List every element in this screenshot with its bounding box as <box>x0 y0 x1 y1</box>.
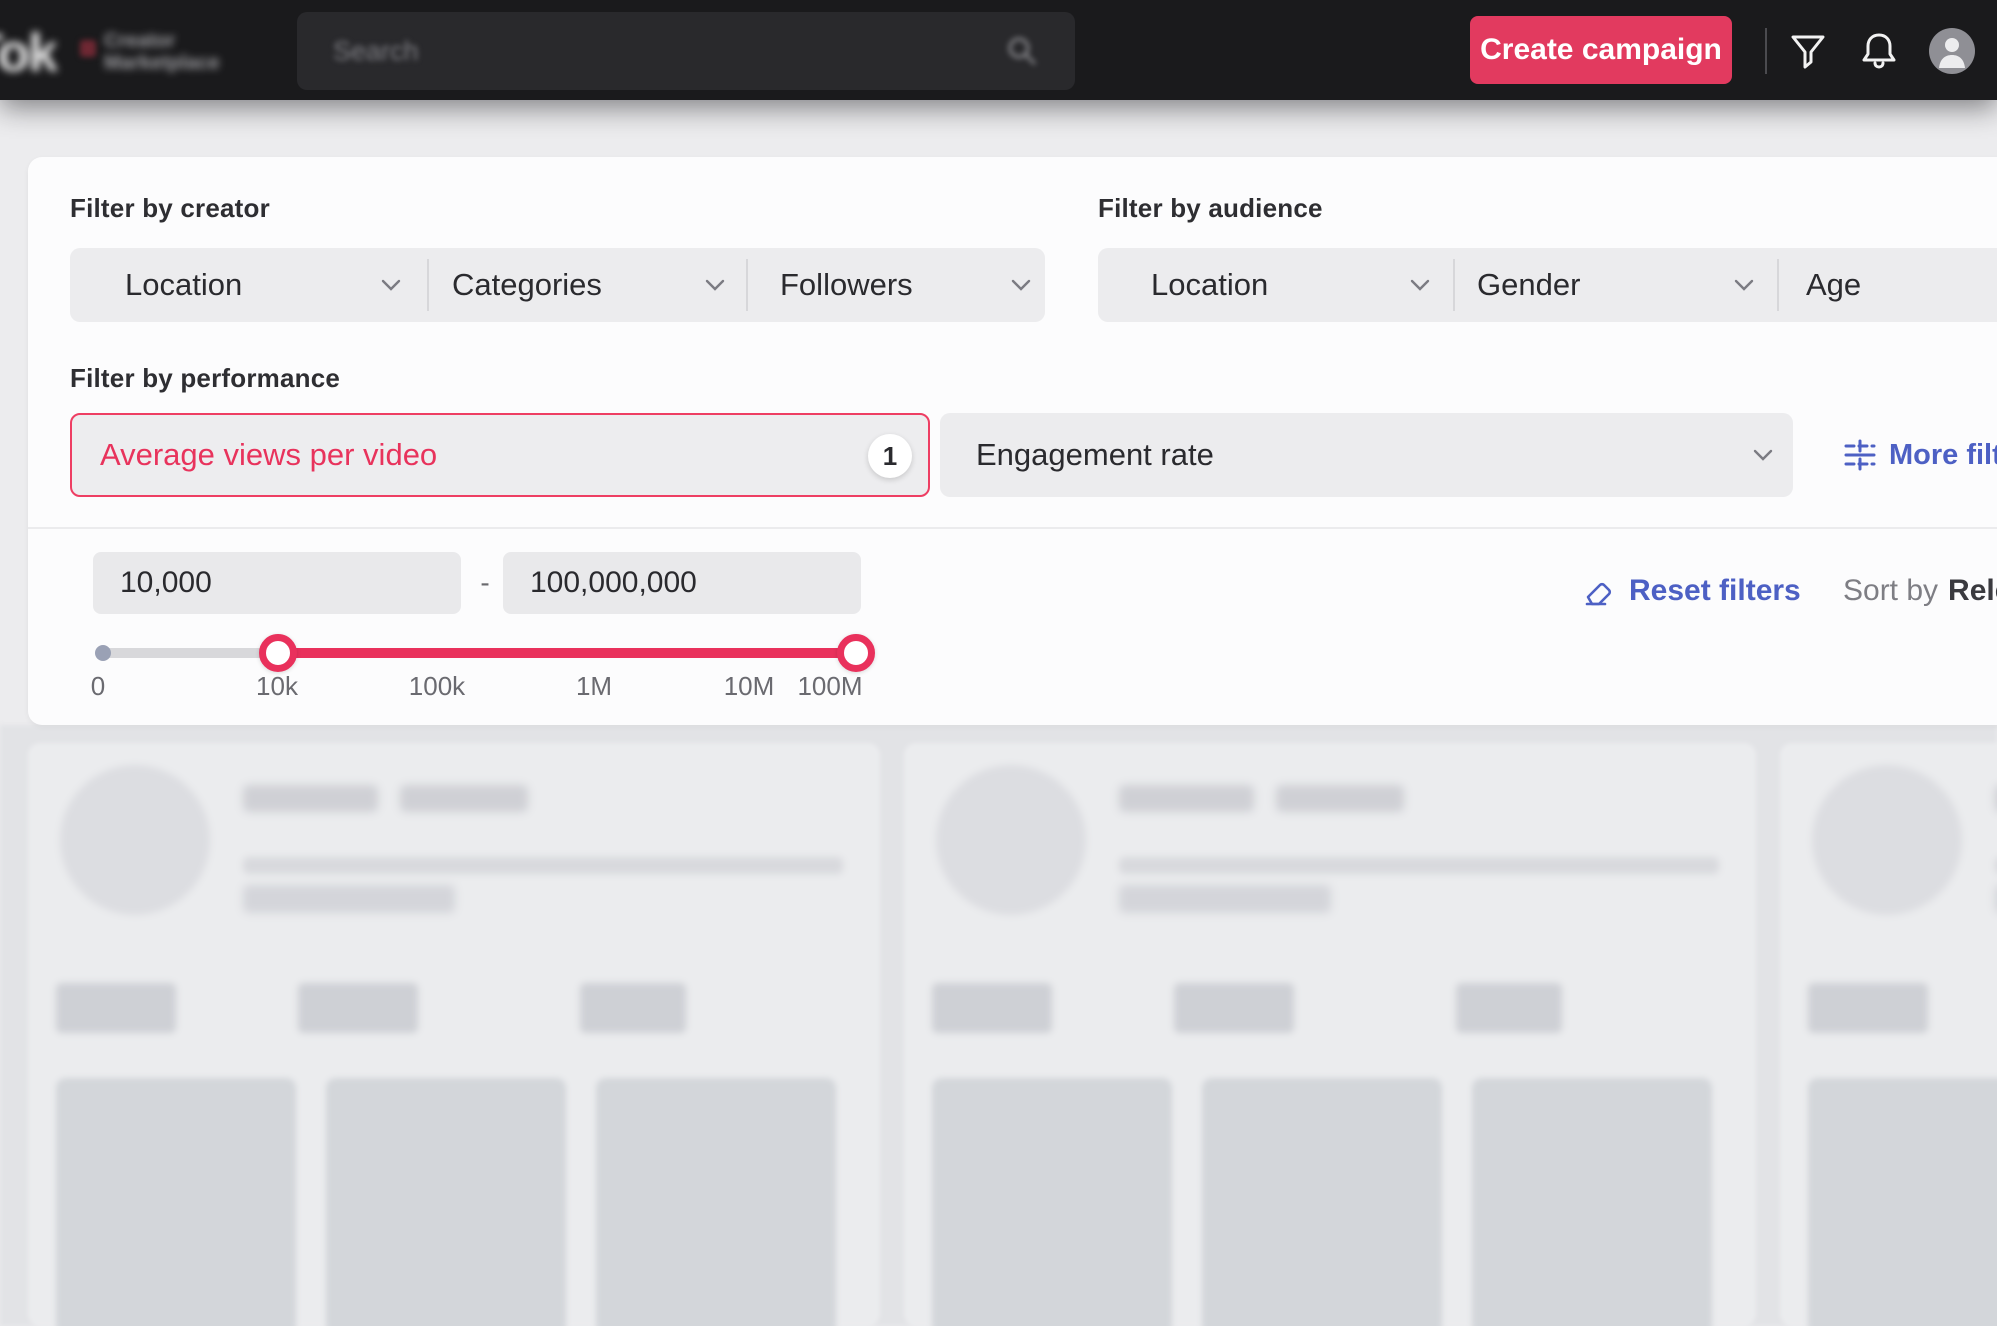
average-views-filter-pill[interactable]: Average views per video 1 <box>70 413 930 497</box>
creator-name-placeholder <box>1995 785 1997 812</box>
slider-tick-100M: 100M <box>797 671 863 701</box>
slider-handle-min[interactable] <box>259 634 297 672</box>
chevron-down-icon <box>705 279 725 291</box>
filter-by-audience-label: Filter by audience <box>1098 193 1323 223</box>
audience-filter-bar: Location Gender Age <box>1098 248 1997 322</box>
top-navigation-bar: Tok Creator Marketplace Create campaign <box>0 0 1997 100</box>
creator-name-placeholder <box>1119 785 1254 812</box>
stat-placeholder <box>56 983 176 1033</box>
range-separator: - <box>480 567 490 598</box>
sort-by-control[interactable]: Sort by Relevance <box>1843 569 1997 613</box>
video-thumbnail-placeholder <box>1202 1078 1442 1326</box>
sliders-icon <box>1843 438 1877 472</box>
creator-card[interactable] <box>28 743 880 1326</box>
dropdown-creator-categories[interactable]: Categories <box>452 267 602 302</box>
stat-placeholder <box>1456 983 1562 1033</box>
search-input[interactable] <box>297 12 1075 90</box>
segment-divider <box>1453 259 1455 311</box>
creator-bio-placeholder <box>243 857 843 874</box>
creator-filter-bar: Location Categories Followers <box>70 248 1045 322</box>
creator-handle-placeholder <box>400 785 528 812</box>
filter-by-performance-label: Filter by performance <box>70 363 341 393</box>
creator-meta-placeholder <box>1995 885 1997 913</box>
create-campaign-button[interactable]: Create campaign <box>1470 16 1732 84</box>
creator-avatar-placeholder <box>60 765 210 915</box>
segment-divider <box>427 259 429 311</box>
logo-separator <box>80 40 96 57</box>
slider-tick-1M: 1M <box>575 671 613 701</box>
creator-handle-placeholder <box>1276 785 1404 812</box>
segment-divider <box>1777 259 1779 311</box>
panel-divider <box>28 527 1997 529</box>
video-thumbnail-placeholder <box>326 1078 566 1326</box>
brand-name-line1: Creator <box>104 30 176 52</box>
filter-by-creator-label: Filter by creator <box>70 193 270 223</box>
stat-placeholder <box>298 983 418 1033</box>
filter-panel: Filter by creator Filter by audience Loc… <box>28 157 1997 725</box>
views-slider-fill <box>278 648 856 658</box>
segment-divider <box>746 259 748 311</box>
video-thumbnail-placeholder <box>932 1078 1172 1326</box>
creator-bio-placeholder <box>1995 857 1997 874</box>
slider-tick-10k: 10k <box>256 671 298 701</box>
brand-name-line2: Marketplace <box>104 52 220 74</box>
tiktok-wordmark-logo: Tok <box>0 23 58 83</box>
creator-card[interactable] <box>1780 743 1997 1326</box>
reset-filters-label: Reset filters <box>1629 574 1801 607</box>
chevron-down-icon <box>1734 279 1754 291</box>
chevron-down-icon <box>1410 279 1430 291</box>
chevron-down-icon <box>381 279 401 291</box>
creator-meta-placeholder <box>243 885 455 913</box>
stat-placeholder <box>1808 983 1928 1033</box>
sort-value: Relevance <box>1948 574 1997 607</box>
header-divider <box>1765 28 1767 74</box>
slider-handle-max[interactable] <box>837 634 875 672</box>
video-thumbnail-placeholder <box>596 1078 836 1326</box>
eraser-icon <box>1581 573 1617 609</box>
filter-count-badge: 1 <box>868 434 912 478</box>
slider-origin-dot <box>95 645 111 661</box>
creator-results-section <box>0 725 1997 1326</box>
stat-placeholder <box>1174 983 1294 1033</box>
video-thumbnail-placeholder <box>1472 1078 1712 1326</box>
slider-tick-10M: 10M <box>723 671 775 701</box>
reset-filters-button[interactable]: Reset filters <box>1581 569 1801 613</box>
creator-name-placeholder <box>243 785 378 812</box>
stat-placeholder <box>580 983 686 1033</box>
chevron-down-icon <box>1011 279 1031 291</box>
video-thumbnail-placeholder <box>1808 1078 1997 1326</box>
notification-bell-icon[interactable] <box>1856 28 1902 74</box>
creator-card[interactable] <box>904 743 1756 1326</box>
stat-placeholder <box>932 983 1052 1033</box>
chevron-down-icon <box>1753 449 1773 461</box>
search-bar[interactable] <box>297 12 1075 90</box>
min-views-input[interactable] <box>93 552 461 614</box>
dropdown-audience-gender[interactable]: Gender <box>1477 267 1581 302</box>
engagement-rate-dropdown[interactable]: Engagement rate <box>940 413 1793 497</box>
user-avatar[interactable] <box>1929 28 1975 74</box>
dropdown-creator-followers[interactable]: Followers <box>780 267 913 302</box>
creator-avatar-placeholder <box>1812 765 1962 915</box>
slider-tick-100k: 100k <box>408 671 466 701</box>
dropdown-audience-age[interactable]: Age <box>1806 267 1862 302</box>
max-views-input[interactable] <box>503 552 861 614</box>
search-icon <box>1005 34 1039 68</box>
creator-meta-placeholder <box>1119 885 1331 913</box>
more-filters-label: More filters <box>1889 438 1997 471</box>
more-filters-button[interactable]: More filters <box>1843 427 1997 483</box>
creator-avatar-placeholder <box>936 765 1086 915</box>
filter-funnel-icon[interactable] <box>1785 28 1831 74</box>
dropdown-creator-location[interactable]: Location <box>125 267 243 302</box>
dropdown-audience-location[interactable]: Location <box>1151 267 1269 302</box>
slider-tick-0: 0 <box>90 671 106 701</box>
creator-bio-placeholder <box>1119 857 1719 874</box>
video-thumbnail-placeholder <box>56 1078 296 1326</box>
sort-by-label: Sort by <box>1843 574 1939 607</box>
